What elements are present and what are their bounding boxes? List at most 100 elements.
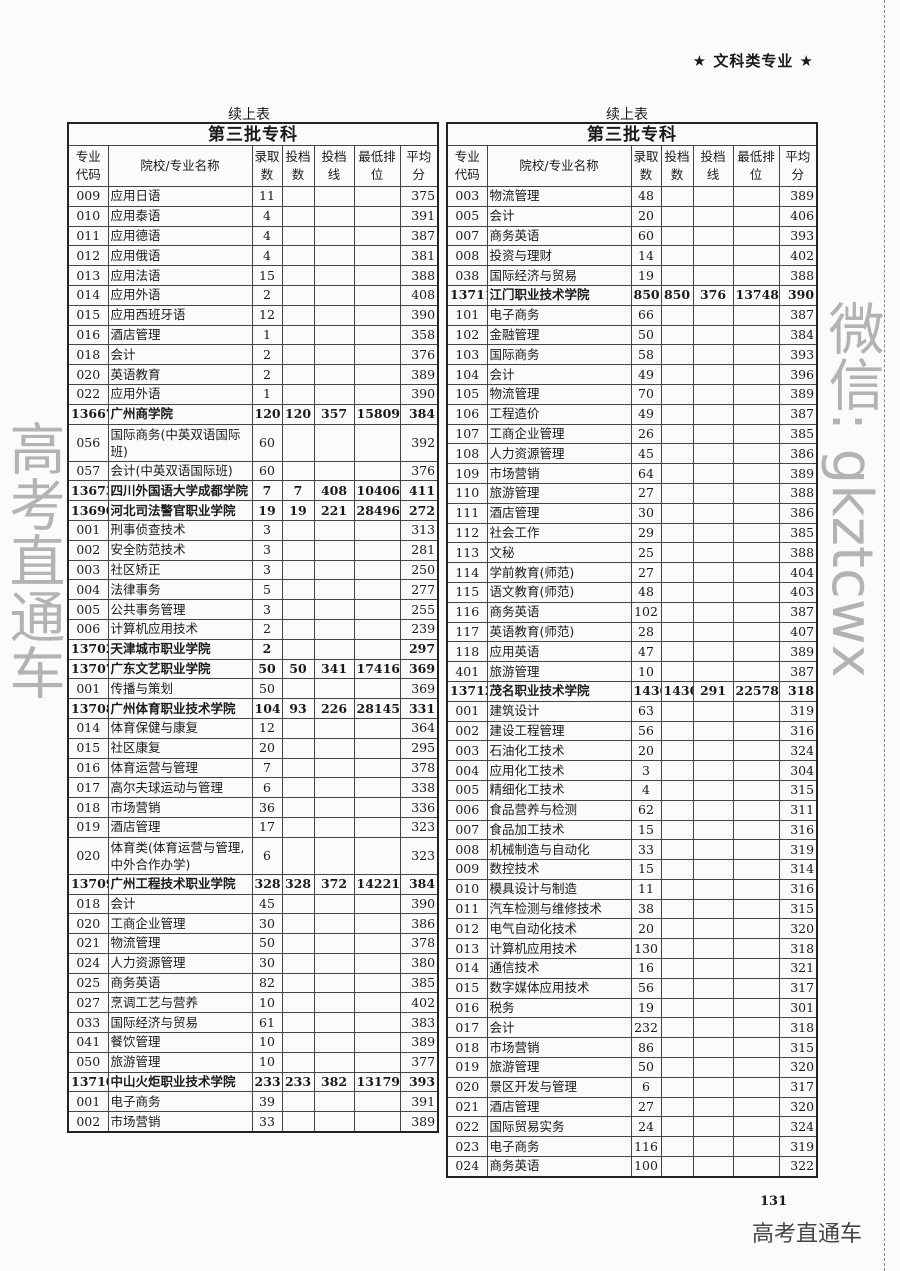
cell-min-rank — [732, 423, 780, 445]
cell-admitted: 45 — [630, 443, 662, 465]
cell-code: 114 — [446, 562, 488, 583]
cell-admitted: 850 — [630, 284, 662, 306]
cell-cutoff-score — [692, 779, 734, 801]
cell-cutoff-score — [692, 1057, 734, 1078]
cell-avg-score: 388 — [399, 265, 439, 286]
cell-avg-score: 316 — [778, 878, 818, 900]
cell-filed — [660, 997, 694, 1019]
cell-code: 13710 — [67, 1071, 109, 1093]
cell-cutoff-score — [313, 638, 355, 660]
cell-name: 数控技术 — [486, 859, 632, 880]
cell-filed — [660, 1096, 694, 1118]
section-title: 第三批专科 — [446, 122, 818, 146]
cell-min-rank — [732, 364, 780, 385]
major-row: 112 社会工作 29 385 — [446, 522, 818, 544]
column-header-filed: 投档数 — [281, 145, 315, 187]
cell-avg-score: 239 — [399, 618, 439, 640]
cell-name: 市场营销 — [486, 1037, 632, 1059]
cell-code: 038 — [446, 265, 488, 286]
cell-filed — [660, 621, 694, 643]
cell-filed — [660, 720, 694, 742]
cell-min-rank — [353, 205, 401, 227]
cell-avg-score: 319 — [778, 700, 818, 722]
cell-admitted: 47 — [630, 641, 662, 663]
major-row: 056 国际商务(中英双语国际班) 60 392 — [67, 423, 439, 462]
cell-name: 江门职业技术学院 — [486, 284, 632, 306]
cell-name: 商务英语 — [107, 972, 253, 994]
cell-name: 应用英语 — [486, 641, 632, 663]
cell-admitted: 48 — [630, 581, 662, 603]
cell-cutoff-score — [692, 621, 734, 643]
cell-min-rank: 174168 — [353, 658, 401, 680]
major-row: 018 市场营销 36 336 — [67, 797, 439, 818]
cell-avg-score: 315 — [778, 898, 818, 920]
cell-name: 学前教育(师范) — [486, 562, 632, 583]
cell-filed — [660, 700, 694, 722]
cell-avg-score: 320 — [778, 1096, 818, 1118]
cell-avg-score: 388 — [778, 542, 818, 564]
cell-code: 13709 — [67, 873, 109, 895]
cell-name: 景区开发与管理 — [486, 1076, 632, 1098]
cell-min-rank — [732, 542, 780, 564]
major-row: 001 传播与策划 50 369 — [67, 678, 439, 700]
cell-name: 工程造价 — [486, 403, 632, 425]
cell-min-rank — [732, 700, 780, 722]
cell-cutoff-score — [692, 324, 734, 346]
column-header-admitted: 录取数 — [630, 145, 662, 187]
major-row: 009 应用日语 11 375 — [67, 186, 439, 207]
cell-admitted: 19 — [630, 265, 662, 286]
cell-min-rank — [732, 1017, 780, 1039]
cell-code: 041 — [67, 1032, 109, 1053]
cell-name: 四川外国语大学成都学院 — [107, 480, 253, 502]
cell-min-rank — [353, 757, 401, 779]
major-row: 116 商务英语 102 387 — [446, 601, 818, 623]
cell-code: 116 — [446, 601, 488, 623]
cell-name: 英语教育 — [107, 364, 253, 385]
cell-filed — [281, 423, 315, 462]
major-row: 025 商务英语 82 385 — [67, 972, 439, 994]
cell-name: 河北司法警官职业学院 — [107, 500, 253, 521]
cell-name: 应用泰语 — [107, 205, 253, 227]
cell-cutoff-score — [313, 559, 355, 581]
school-row: 13707广东文艺职业学院5050341174168369 — [67, 658, 439, 680]
cell-name: 酒店管理 — [486, 1096, 632, 1118]
major-row: 017 会计 232 318 — [446, 1017, 818, 1039]
cell-name: 应用日语 — [107, 186, 253, 207]
cell-code: 016 — [67, 324, 109, 346]
cell-filed — [281, 539, 315, 561]
major-row: 023 电子商务 116 319 — [446, 1136, 818, 1158]
major-row: 110 旅游管理 27 388 — [446, 482, 818, 504]
cell-min-rank — [353, 186, 401, 207]
cell-avg-score: 369 — [399, 658, 439, 680]
cell-filed — [660, 839, 694, 861]
cell-min-rank — [732, 463, 780, 484]
cell-code: 014 — [67, 284, 109, 306]
cell-min-rank — [732, 522, 780, 544]
cell-filed — [660, 463, 694, 484]
cell-name: 应用外语 — [107, 284, 253, 306]
cell-cutoff-score — [692, 265, 734, 286]
cell-admitted: 6 — [251, 836, 283, 875]
cell-min-rank — [353, 1111, 401, 1133]
school-row: 13690河北司法警官职业学院1919221284969272 — [67, 500, 439, 521]
cell-name: 旅游管理 — [107, 1051, 253, 1073]
major-row: 003 社区矫正 3 250 — [67, 559, 439, 581]
cell-cutoff-score — [692, 918, 734, 940]
major-row: 001 建筑设计 63 319 — [446, 700, 818, 722]
cell-name: 机械制造与自动化 — [486, 839, 632, 861]
cell-filed — [660, 205, 694, 227]
cell-cutoff-score — [692, 522, 734, 544]
cell-code: 015 — [446, 977, 488, 999]
cell-name: 市场营销 — [486, 463, 632, 484]
cell-admitted: 19 — [630, 997, 662, 1019]
cell-cutoff-score — [692, 403, 734, 425]
cell-admitted: 86 — [630, 1037, 662, 1059]
cell-cutoff-score — [313, 599, 355, 620]
cell-avg-score: 392 — [399, 423, 439, 462]
cell-name: 广州体育职业技术学院 — [107, 698, 253, 719]
major-row: 017 高尔夫球运动与管理 6 338 — [67, 777, 439, 799]
cell-code: 008 — [446, 245, 488, 267]
cell-avg-score: 393 — [778, 344, 818, 366]
cell-admitted: 10 — [251, 1032, 283, 1053]
cell-admitted: 27 — [630, 482, 662, 504]
